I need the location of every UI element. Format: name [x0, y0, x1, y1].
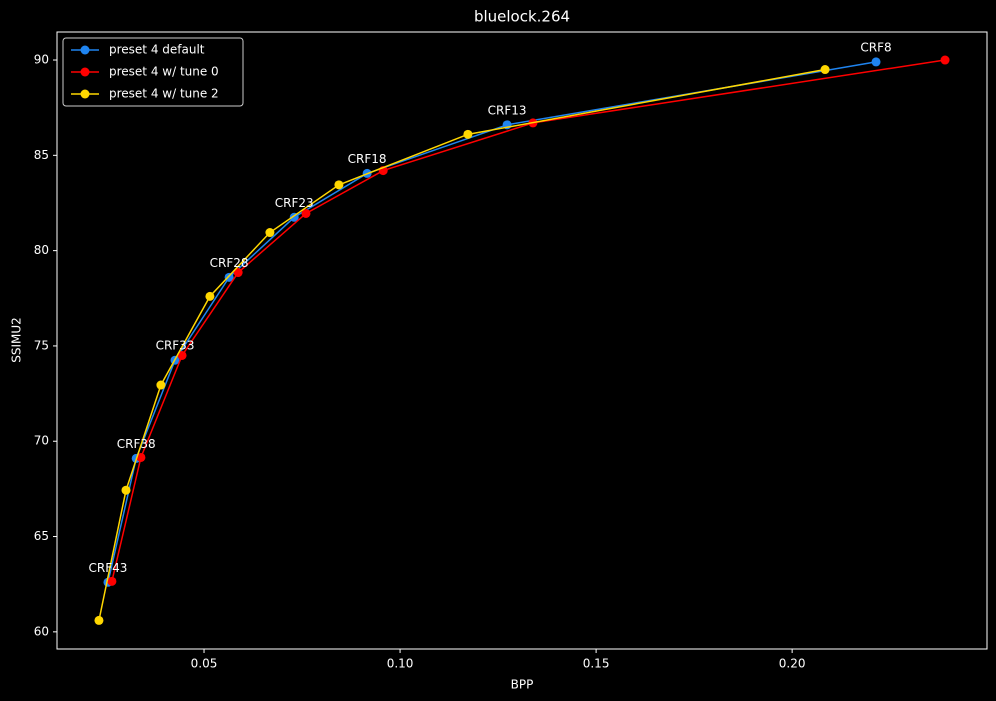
- annotation: CRF13: [488, 103, 527, 117]
- data-point: [334, 180, 344, 190]
- legend-label: preset 4 w/ tune 0: [109, 65, 219, 79]
- y-tick-label: 90: [34, 53, 49, 67]
- data-point: [940, 55, 950, 65]
- data-point: [205, 291, 215, 301]
- data-point: [136, 452, 146, 462]
- x-tick-label: 0.10: [387, 657, 414, 671]
- data-point: [94, 615, 104, 625]
- data-point: [265, 228, 275, 238]
- y-tick-label: 60: [34, 624, 49, 638]
- x-tick-label: 0.15: [583, 657, 610, 671]
- data-point: [301, 208, 311, 218]
- series-line: [98, 68, 826, 621]
- chart-title: bluelock.264: [474, 8, 570, 26]
- annotation: CRF28: [210, 256, 249, 270]
- annotation: CRF18: [348, 152, 387, 166]
- legend-label: preset 4 w/ tune 2: [109, 87, 219, 101]
- data-point: [121, 485, 131, 495]
- annotation: CRF38: [117, 437, 156, 451]
- legend-marker: [80, 45, 90, 55]
- data-point: [107, 576, 117, 586]
- data-point: [871, 57, 881, 67]
- annotation: CRF33: [156, 339, 195, 353]
- x-tick-label: 0.20: [779, 657, 806, 671]
- y-tick-label: 75: [34, 338, 49, 352]
- x-tick-label: 0.05: [191, 657, 218, 671]
- legend-marker: [80, 89, 90, 99]
- data-point: [463, 129, 473, 139]
- legend-box: [62, 37, 244, 107]
- annotation: CRF8: [860, 40, 891, 54]
- data-point: [224, 272, 234, 282]
- data-point: [156, 380, 166, 390]
- data-point: [820, 65, 830, 75]
- data-point: [177, 350, 187, 360]
- y-axis-label: SSIMU2: [10, 317, 24, 363]
- y-tick-label: 85: [34, 148, 49, 162]
- plot-frame: [56, 31, 988, 650]
- x-axis-label: BPP: [511, 678, 534, 692]
- y-tick-label: 65: [34, 529, 49, 543]
- data-point: [233, 268, 243, 278]
- legend-marker: [80, 67, 90, 77]
- annotation: CRF23: [275, 196, 314, 210]
- y-tick-label: 70: [34, 434, 49, 448]
- legend-label: preset 4 default: [109, 43, 205, 57]
- series-line: [111, 59, 946, 582]
- y-tick-label: 80: [34, 243, 49, 257]
- annotation: CRF43: [89, 561, 128, 575]
